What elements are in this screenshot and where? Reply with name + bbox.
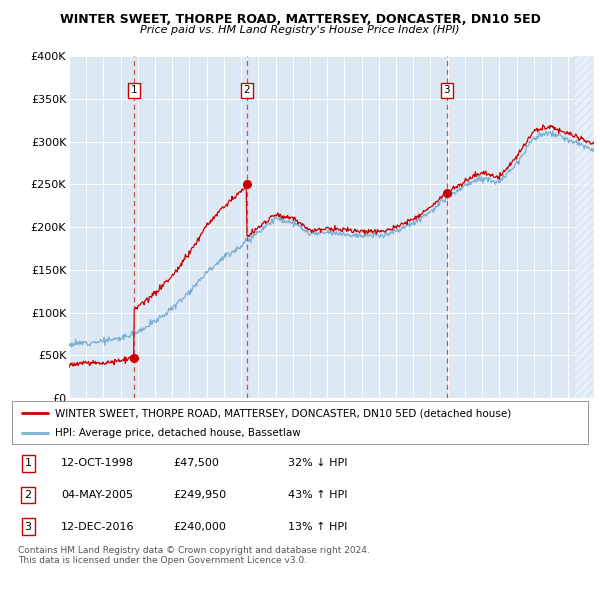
Text: 32% ↓ HPI: 32% ↓ HPI	[289, 458, 348, 468]
Text: £47,500: £47,500	[173, 458, 219, 468]
Text: 04-MAY-2005: 04-MAY-2005	[61, 490, 133, 500]
Text: 43% ↑ HPI: 43% ↑ HPI	[289, 490, 348, 500]
Text: WINTER SWEET, THORPE ROAD, MATTERSEY, DONCASTER, DN10 5ED: WINTER SWEET, THORPE ROAD, MATTERSEY, DO…	[59, 13, 541, 26]
Text: Price paid vs. HM Land Registry's House Price Index (HPI): Price paid vs. HM Land Registry's House …	[140, 25, 460, 35]
Text: 13% ↑ HPI: 13% ↑ HPI	[289, 522, 348, 532]
Text: 12-DEC-2016: 12-DEC-2016	[61, 522, 134, 532]
Text: 3: 3	[443, 86, 450, 95]
Text: HPI: Average price, detached house, Bassetlaw: HPI: Average price, detached house, Bass…	[55, 428, 301, 438]
Text: Contains HM Land Registry data © Crown copyright and database right 2024.
This d: Contains HM Land Registry data © Crown c…	[18, 546, 370, 565]
Text: £240,000: £240,000	[173, 522, 226, 532]
Text: 1: 1	[25, 458, 32, 468]
Text: WINTER SWEET, THORPE ROAD, MATTERSEY, DONCASTER, DN10 5ED (detached house): WINTER SWEET, THORPE ROAD, MATTERSEY, DO…	[55, 408, 511, 418]
Text: 2: 2	[25, 490, 32, 500]
Text: 3: 3	[25, 522, 32, 532]
Text: £249,950: £249,950	[173, 490, 226, 500]
Text: 2: 2	[244, 86, 250, 95]
Text: 1: 1	[131, 86, 137, 95]
Text: 12-OCT-1998: 12-OCT-1998	[61, 458, 134, 468]
